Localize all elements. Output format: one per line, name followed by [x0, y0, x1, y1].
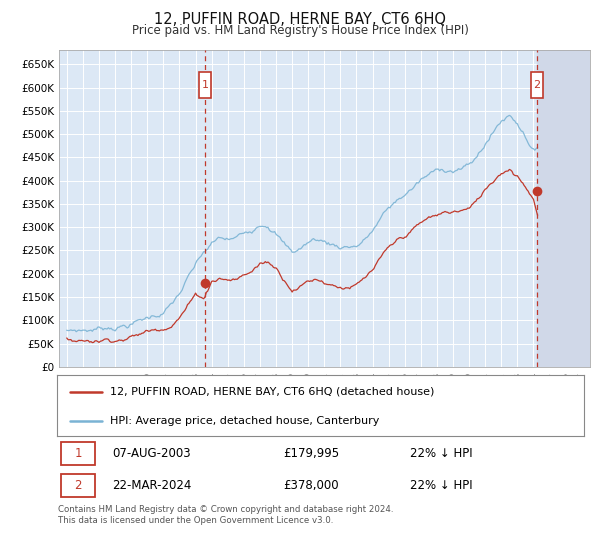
- FancyBboxPatch shape: [61, 442, 95, 465]
- Bar: [537, 50, 590, 367]
- Text: 12, PUFFIN ROAD, HERNE BAY, CT6 6HQ (detached house): 12, PUFFIN ROAD, HERNE BAY, CT6 6HQ (det…: [110, 386, 434, 396]
- Text: 1: 1: [74, 447, 82, 460]
- Text: 2: 2: [533, 80, 541, 90]
- Text: 22% ↓ HPI: 22% ↓ HPI: [410, 447, 473, 460]
- Bar: [537, 50, 590, 367]
- Text: 22% ↓ HPI: 22% ↓ HPI: [410, 479, 473, 492]
- Text: Price paid vs. HM Land Registry's House Price Index (HPI): Price paid vs. HM Land Registry's House …: [131, 24, 469, 36]
- Text: 1: 1: [202, 80, 208, 90]
- Text: 12, PUFFIN ROAD, HERNE BAY, CT6 6HQ: 12, PUFFIN ROAD, HERNE BAY, CT6 6HQ: [154, 12, 446, 27]
- FancyBboxPatch shape: [199, 72, 211, 99]
- FancyBboxPatch shape: [531, 72, 543, 99]
- FancyBboxPatch shape: [61, 474, 95, 497]
- Text: £179,995: £179,995: [284, 447, 340, 460]
- Text: Contains HM Land Registry data © Crown copyright and database right 2024.
This d: Contains HM Land Registry data © Crown c…: [58, 505, 394, 525]
- Text: 2: 2: [74, 479, 82, 492]
- Text: 22-MAR-2024: 22-MAR-2024: [112, 479, 191, 492]
- Text: £378,000: £378,000: [284, 479, 339, 492]
- Text: HPI: Average price, detached house, Canterbury: HPI: Average price, detached house, Cant…: [110, 416, 379, 426]
- Text: 07-AUG-2003: 07-AUG-2003: [112, 447, 191, 460]
